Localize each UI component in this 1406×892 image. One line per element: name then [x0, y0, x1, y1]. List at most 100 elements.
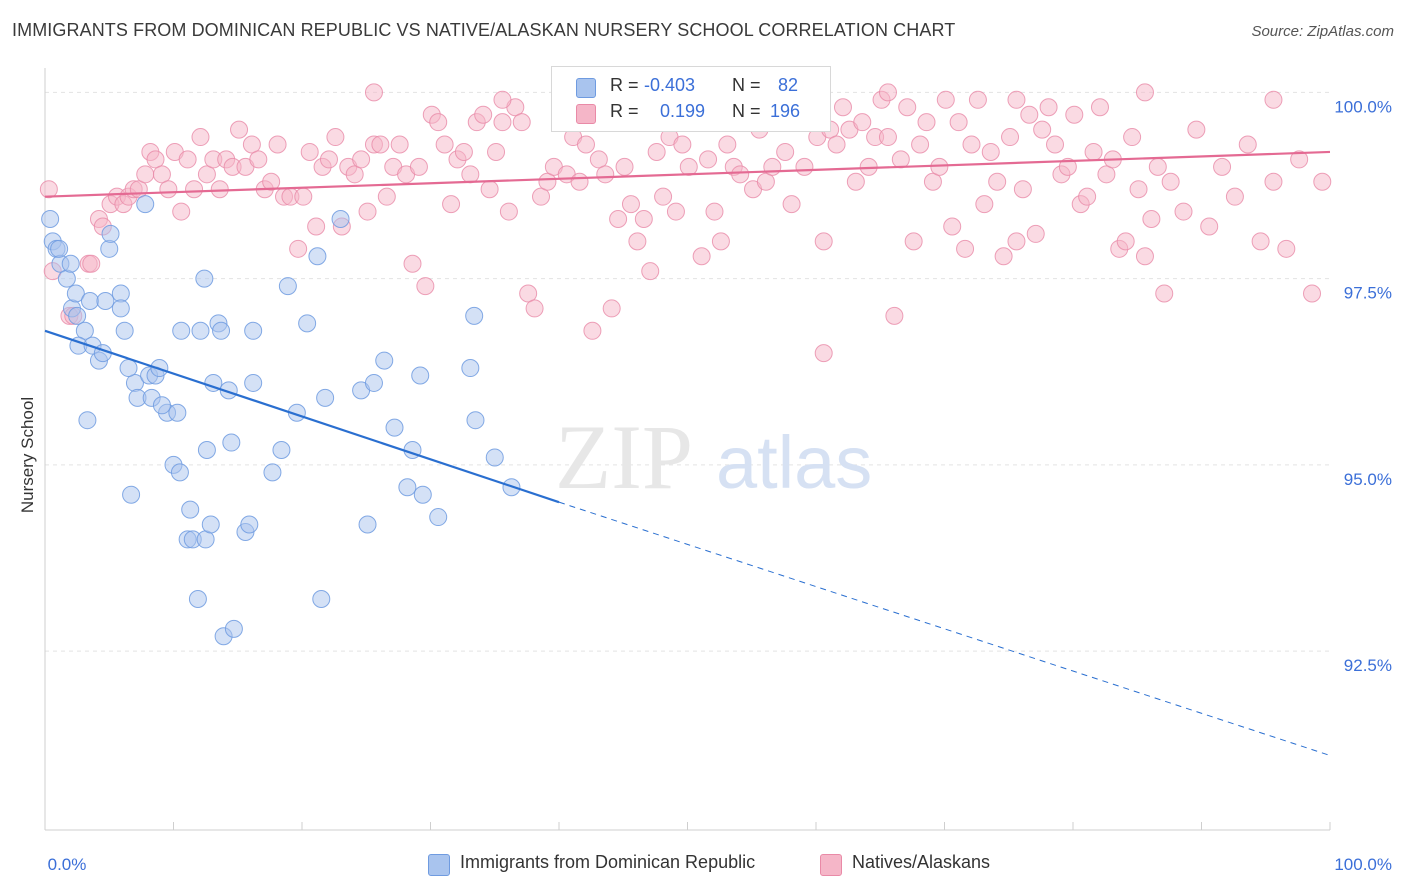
dominican-point — [50, 239, 69, 258]
natives-point — [763, 157, 782, 176]
natives-point — [409, 157, 428, 176]
natives-point — [949, 113, 968, 132]
natives-point — [1251, 232, 1270, 251]
dominican-point — [263, 463, 282, 482]
dominican-point — [411, 366, 430, 385]
natives-point — [1007, 90, 1026, 109]
dominican-point — [219, 381, 238, 400]
natives-point — [493, 90, 512, 109]
natives-point — [654, 187, 673, 206]
dominican-point — [298, 314, 317, 333]
r-label: R = — [610, 75, 639, 95]
natives-point — [39, 180, 58, 199]
natives-point — [878, 83, 897, 102]
natives-point — [583, 321, 602, 340]
y-tick-label: 92.5% — [1344, 656, 1392, 675]
natives-point — [429, 113, 448, 132]
natives-point — [609, 210, 628, 229]
natives-point — [1238, 135, 1257, 154]
dominican-point — [466, 411, 485, 430]
dominican-point — [197, 441, 216, 459]
dominican-point — [272, 441, 291, 459]
dominican-point — [385, 418, 404, 437]
n-label: N = — [732, 101, 761, 121]
natives-point — [268, 135, 287, 154]
dominican-point — [101, 224, 120, 243]
r-value: 0.199 — [660, 101, 706, 121]
natives-point — [641, 262, 660, 281]
natives-point — [1058, 157, 1077, 176]
natives-point — [731, 165, 750, 184]
natives-point — [364, 83, 383, 102]
dominican-point — [96, 291, 115, 310]
natives-point — [319, 150, 338, 169]
dominican-point — [170, 463, 189, 482]
natives-point — [634, 210, 653, 229]
natives-point — [1187, 120, 1206, 139]
natives-point — [262, 172, 281, 191]
natives-point — [1033, 120, 1052, 139]
natives-point — [1303, 284, 1322, 303]
natives-point — [936, 90, 955, 109]
dominican-trend-dashed — [558, 501, 1331, 756]
dominican-point — [57, 269, 76, 288]
natives-point — [930, 157, 949, 176]
dominican-point — [308, 247, 327, 266]
dominican-point — [188, 590, 207, 609]
natives-point — [512, 113, 531, 132]
natives-point — [1174, 202, 1193, 221]
dominican-point — [413, 485, 432, 504]
dominican-point — [212, 321, 231, 340]
natives-point — [589, 150, 608, 169]
x-tick-label: 0.0% — [48, 855, 87, 874]
dominican-point — [66, 284, 85, 303]
natives-point — [1001, 128, 1020, 147]
natives-point — [307, 217, 326, 236]
n-value: 196 — [770, 101, 801, 121]
dominican-point — [75, 321, 94, 340]
natives-point — [878, 128, 897, 147]
y-tick-label: 95.0% — [1344, 470, 1392, 489]
natives-point — [230, 120, 249, 139]
natives-point — [1065, 105, 1084, 124]
dominican-trend-solid — [44, 329, 560, 504]
natives-point — [602, 299, 621, 318]
dominican-republic-points — [41, 195, 521, 646]
dominican-point — [115, 321, 134, 340]
natives-point — [358, 202, 377, 221]
natives-point — [962, 135, 981, 154]
natives-point — [911, 135, 930, 154]
natives-point — [673, 135, 692, 154]
natives-point — [136, 165, 155, 184]
natives-point — [403, 254, 422, 273]
dominican-point — [364, 373, 383, 392]
n-value: 82 — [778, 75, 799, 95]
dominican-point — [68, 306, 87, 325]
natives-point — [390, 135, 409, 154]
natives-point — [615, 157, 634, 176]
natives-point — [416, 277, 435, 296]
natives-point — [371, 135, 390, 154]
watermark-atlas: atlas — [716, 421, 872, 504]
natives-point — [480, 180, 499, 199]
natives-point — [1155, 284, 1174, 303]
dominican-point — [195, 269, 214, 288]
legend-label-dominican: Immigrants from Dominican Republic — [460, 852, 756, 872]
natives-point — [885, 306, 904, 325]
tick-labels: 100.0% 97.5% 95.0% 92.5% 0.0% 100.0% — [48, 97, 1392, 874]
natives-point — [988, 172, 1007, 191]
x-tick-label: 100.0% — [1334, 855, 1392, 874]
natives-point — [326, 128, 345, 147]
natives-point — [345, 165, 364, 184]
natives-point — [1290, 150, 1309, 169]
natives-point — [532, 187, 551, 206]
natives-point — [621, 195, 640, 214]
natives-point — [538, 172, 557, 191]
r-value: -0.403 — [644, 75, 696, 95]
natives-point — [1129, 180, 1148, 199]
natives-point — [210, 180, 229, 199]
natives-point — [152, 165, 171, 184]
natives-point — [249, 150, 268, 169]
dominican-point — [61, 254, 80, 273]
natives-point — [519, 284, 538, 303]
